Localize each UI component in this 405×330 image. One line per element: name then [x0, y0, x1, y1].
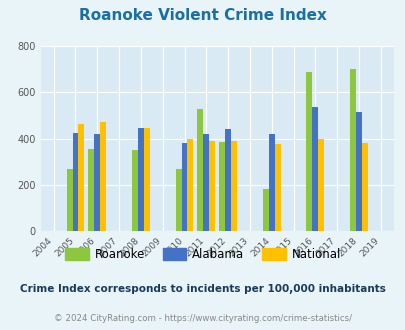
- Bar: [187, 139, 193, 231]
- Bar: [355, 112, 361, 231]
- Bar: [318, 139, 323, 231]
- Bar: [66, 169, 72, 231]
- Bar: [203, 134, 209, 231]
- Bar: [181, 143, 187, 231]
- Bar: [361, 143, 367, 231]
- Text: © 2024 CityRating.com - https://www.cityrating.com/crime-statistics/: © 2024 CityRating.com - https://www.city…: [54, 314, 351, 323]
- Bar: [225, 129, 230, 231]
- Bar: [72, 133, 78, 231]
- Bar: [262, 189, 268, 231]
- Bar: [311, 108, 318, 231]
- Bar: [78, 123, 84, 231]
- Bar: [274, 145, 280, 231]
- Bar: [268, 134, 274, 231]
- Bar: [219, 142, 225, 231]
- Bar: [306, 72, 311, 231]
- Bar: [143, 127, 149, 231]
- Bar: [209, 141, 215, 231]
- Bar: [132, 150, 138, 231]
- Bar: [88, 149, 94, 231]
- Bar: [197, 109, 203, 231]
- Bar: [100, 122, 106, 231]
- Legend: Roanoke, Alabama, National: Roanoke, Alabama, National: [60, 244, 345, 266]
- Bar: [349, 69, 355, 231]
- Bar: [138, 127, 143, 231]
- Bar: [94, 134, 100, 231]
- Text: Roanoke Violent Crime Index: Roanoke Violent Crime Index: [79, 8, 326, 23]
- Bar: [175, 169, 181, 231]
- Bar: [230, 141, 237, 231]
- Text: Crime Index corresponds to incidents per 100,000 inhabitants: Crime Index corresponds to incidents per…: [20, 284, 385, 294]
